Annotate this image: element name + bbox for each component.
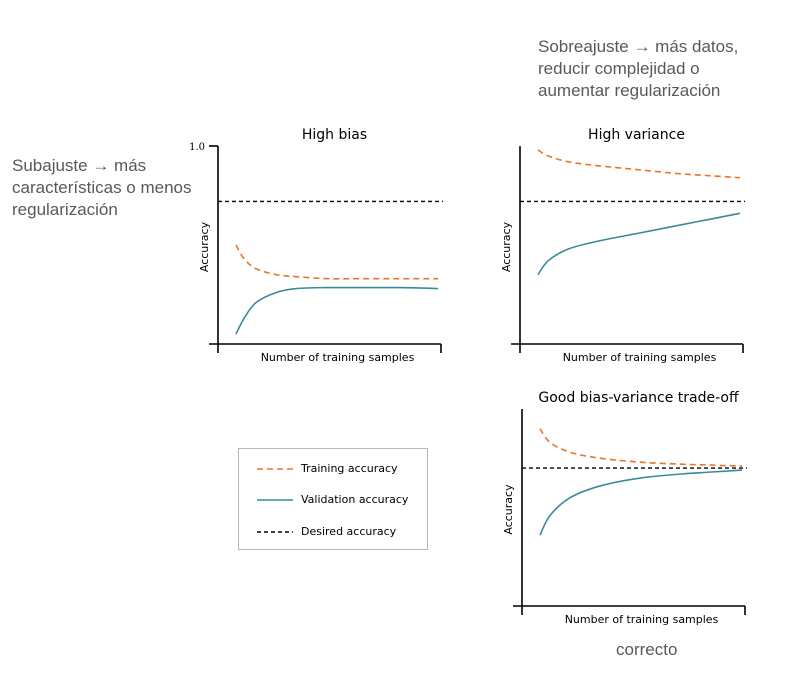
chart-title: High variance xyxy=(588,127,685,143)
legend: Training accuracy Validation accuracy De… xyxy=(238,448,428,550)
y-axis-label: Accuracy xyxy=(502,484,515,535)
underfit-note: Subajuste → más características o menos … xyxy=(12,155,192,221)
underfit-note-line: Subajuste → más xyxy=(12,156,147,175)
solid-teal-line-icon xyxy=(257,499,293,501)
overfit-note-line: reducir complejidad o xyxy=(538,59,700,78)
legend-item-desired: Desired accuracy xyxy=(239,523,427,541)
validation-accuracy-curve xyxy=(539,469,743,536)
overfit-note-line: Sobreajuste → más datos, xyxy=(538,37,739,56)
overfit-note-line: aumentar regularización xyxy=(538,81,721,100)
y-tick-label: 1.0 xyxy=(189,142,205,153)
chart-title: Good bias-variance trade-off xyxy=(538,390,739,406)
x-axis-label: Number of training samples xyxy=(563,351,717,364)
dashed-black-line-icon xyxy=(257,531,293,533)
y-axis-label: Accuracy xyxy=(500,221,513,272)
validation-accuracy-curve xyxy=(235,286,439,335)
chart-title: High bias xyxy=(302,127,367,143)
training-accuracy-curve xyxy=(537,149,741,179)
overfit-note: Sobreajuste → más datos, reducir complej… xyxy=(538,36,738,102)
x-axis-label: Number of training samples xyxy=(565,613,719,626)
correct-note: correcto xyxy=(616,640,678,659)
y-axis-label: Accuracy xyxy=(198,221,211,272)
x-axis-label: Number of training samples xyxy=(261,351,415,364)
legend-item-training: Training accuracy xyxy=(239,460,427,478)
legend-item-validation: Validation accuracy xyxy=(239,491,427,509)
validation-accuracy-curve xyxy=(537,212,741,276)
underfit-note-line: características o menos xyxy=(12,178,192,197)
dashed-orange-line-icon xyxy=(257,468,293,470)
legend-label-desired: Desired accuracy xyxy=(301,525,397,538)
legend-label-validation: Validation accuracy xyxy=(301,493,409,506)
training-accuracy-curve xyxy=(235,244,438,280)
underfit-note-line: regularización xyxy=(12,200,118,219)
legend-label-training: Training accuracy xyxy=(301,462,398,475)
training-accuracy-curve xyxy=(539,428,743,467)
